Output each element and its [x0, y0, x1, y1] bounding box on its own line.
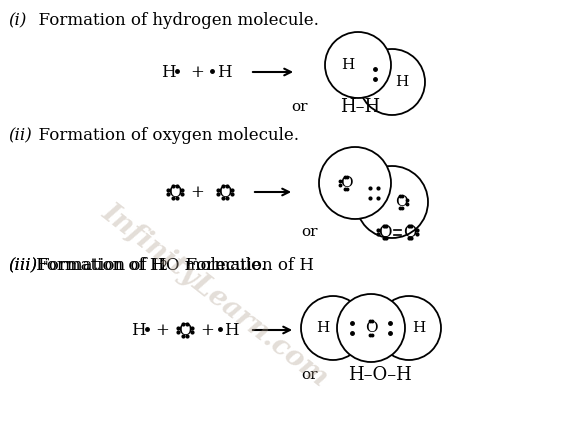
Text: H: H	[161, 64, 175, 81]
Text: O: O	[378, 224, 392, 241]
Text: or: or	[302, 225, 318, 239]
Circle shape	[325, 32, 391, 98]
Text: (iii): (iii)	[8, 257, 37, 274]
Text: H: H	[413, 321, 425, 335]
Text: O: O	[339, 176, 352, 190]
Circle shape	[301, 296, 365, 360]
Text: H: H	[131, 322, 146, 339]
Text: +: +	[200, 322, 214, 339]
Text: Formation of H: Formation of H	[36, 257, 165, 274]
Text: +: +	[190, 64, 204, 81]
Text: Formation of H: Formation of H	[175, 257, 314, 274]
Text: or: or	[302, 368, 318, 382]
Text: H: H	[396, 75, 409, 89]
Text: Formation of H: Formation of H	[38, 257, 166, 274]
Text: (i): (i)	[8, 12, 26, 29]
Text: H: H	[217, 64, 232, 81]
Circle shape	[377, 296, 441, 360]
Text: (iii): (iii)	[8, 257, 37, 274]
Text: H: H	[341, 58, 355, 72]
Text: or: or	[292, 100, 308, 114]
Text: +: +	[155, 322, 169, 339]
Text: H: H	[224, 322, 238, 339]
Text: Formation of oxygen molecule.: Formation of oxygen molecule.	[28, 127, 299, 144]
Text: H: H	[316, 321, 330, 335]
Circle shape	[337, 294, 405, 362]
Text: InfinityLearn.com: InfinityLearn.com	[97, 198, 333, 392]
Text: O: O	[178, 322, 192, 339]
Text: (ii): (ii)	[8, 127, 31, 144]
Text: O: O	[395, 195, 407, 209]
Circle shape	[359, 49, 425, 115]
Text: H–H: H–H	[340, 98, 380, 116]
Circle shape	[319, 147, 391, 219]
Text: 2: 2	[159, 260, 167, 273]
Text: H–O–H: H–O–H	[348, 366, 412, 384]
Text: O: O	[365, 321, 377, 335]
Circle shape	[356, 166, 428, 238]
Text: +: +	[190, 184, 204, 201]
Text: O: O	[218, 184, 232, 201]
Text: O: O	[404, 224, 417, 241]
Text: O: O	[168, 184, 182, 201]
Text: Formation of hydrogen molecule.: Formation of hydrogen molecule.	[28, 12, 319, 29]
Text: O molecule.: O molecule.	[166, 257, 266, 274]
